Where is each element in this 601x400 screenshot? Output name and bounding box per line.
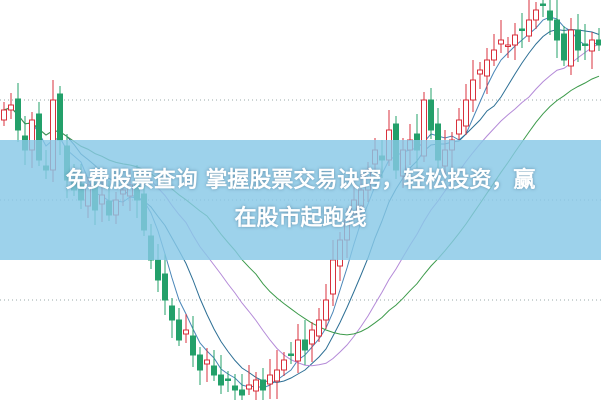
candle-body-35 <box>246 384 252 390</box>
candle-body-31 <box>218 374 224 386</box>
candle-body-77 <box>540 3 546 6</box>
candle-body-84 <box>589 39 595 52</box>
candle-body-41 <box>288 353 294 356</box>
candle-body-2 <box>15 98 21 131</box>
candle-body-83 <box>582 43 588 46</box>
candle-body-26 <box>183 329 189 335</box>
candle-body-61 <box>428 99 434 131</box>
candle-body-33 <box>232 385 238 391</box>
candle-body-28 <box>197 354 203 371</box>
candle-body-38 <box>267 374 273 385</box>
promo-banner: 免费股票查询 掌握股票交易诀窍，轻松投资，赢 在股市起跑线 <box>0 140 601 260</box>
candle-body-65 <box>456 119 462 135</box>
candle-body-69 <box>484 59 490 77</box>
candle-body-82 <box>575 29 581 51</box>
candle-body-25 <box>176 319 182 341</box>
candle-body-40 <box>281 359 287 371</box>
candle-body-44 <box>309 329 315 345</box>
candle-body-68 <box>477 69 483 75</box>
candle-body-43 <box>302 339 308 351</box>
candle-body-78 <box>547 10 553 21</box>
candle-body-45 <box>316 319 322 337</box>
candle-body-34 <box>239 389 245 396</box>
candle-body-23 <box>162 273 168 301</box>
banner-line-2: 在股市起跑线 <box>234 206 367 231</box>
candle-body-81 <box>568 29 574 67</box>
candle-body-8 <box>57 93 63 141</box>
candle-body-71 <box>498 39 504 45</box>
candle-body-47 <box>330 259 336 295</box>
candle-body-85 <box>596 39 601 46</box>
candle-body-74 <box>519 28 525 31</box>
candle-body-72 <box>505 44 511 47</box>
candle-body-22 <box>155 259 161 281</box>
candle-body-70 <box>491 49 497 61</box>
banner-line-1: 免费股票查询 掌握股票交易诀窍，轻松投资，赢 <box>65 168 536 193</box>
candle-body-32 <box>225 378 231 381</box>
candle-body-0 <box>1 109 7 121</box>
candle-body-66 <box>463 99 469 127</box>
candle-body-42 <box>295 339 301 362</box>
candle-body-75 <box>526 19 532 37</box>
candle-body-29 <box>204 359 210 365</box>
candle-body-67 <box>470 79 476 101</box>
candle-body-79 <box>554 19 560 41</box>
candle-body-27 <box>190 335 196 356</box>
candle-body-37 <box>260 379 266 391</box>
candle-body-73 <box>512 34 518 46</box>
candle-body-30 <box>211 365 217 376</box>
candle-body-24 <box>169 305 175 321</box>
candle-body-46 <box>323 299 329 321</box>
candle-body-76 <box>533 9 539 21</box>
candle-body-39 <box>274 369 280 382</box>
candle-body-80 <box>561 33 567 61</box>
candle-body-36 <box>253 379 259 392</box>
candle-body-1 <box>8 104 14 111</box>
